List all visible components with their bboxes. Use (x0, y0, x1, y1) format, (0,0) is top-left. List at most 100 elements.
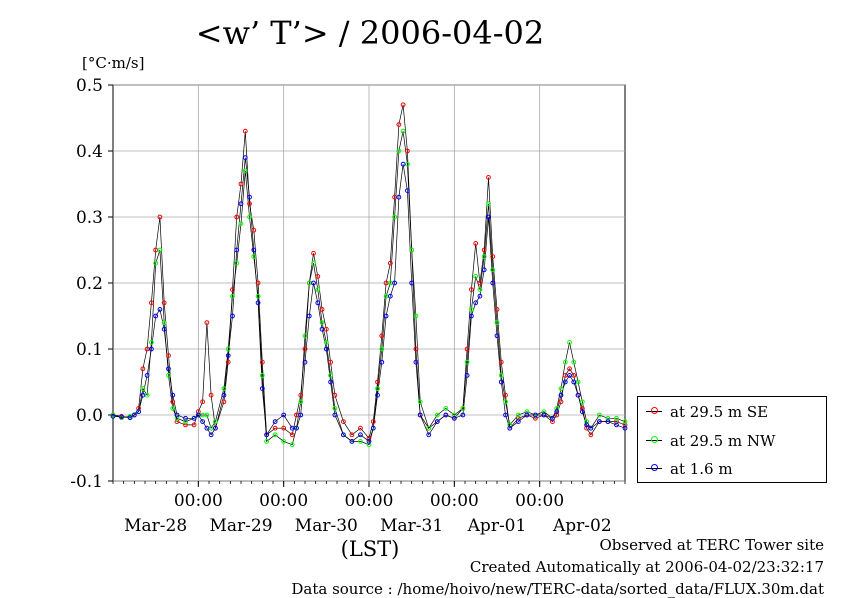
x-tick-time-label: 00:00 (174, 491, 223, 511)
data-point-1 (315, 287, 321, 293)
data-point-1 (579, 399, 585, 405)
footer-created: Created Automatically at 2006-04-02/23:3… (469, 558, 824, 576)
data-point-1 (251, 254, 257, 260)
data-point-2 (140, 392, 146, 398)
data-point-2 (409, 280, 415, 286)
data-point-1 (571, 359, 577, 365)
data-point-1 (486, 201, 491, 207)
data-point-1 (153, 260, 159, 266)
data-point-2 (200, 419, 206, 425)
y-tick-label: 0.3 (76, 208, 103, 228)
data-point-2 (366, 439, 372, 444)
y-tick-label: 0.4 (76, 142, 103, 162)
data-point-2 (550, 415, 555, 421)
data-point-2 (306, 313, 312, 319)
data-point-0 (387, 260, 393, 266)
data-point-1 (481, 254, 487, 260)
data-point-0 (149, 300, 154, 306)
data-point-2 (144, 373, 150, 378)
data-point-1 (498, 373, 504, 378)
data-point-2 (614, 422, 619, 428)
x-tick-time-label: 00:00 (515, 491, 564, 511)
data-point-0 (289, 432, 295, 438)
data-point-2 (208, 432, 214, 438)
data-point-2 (183, 415, 188, 421)
x-tick-time-label: 00:00 (430, 491, 479, 511)
data-point-1 (225, 346, 231, 352)
y-tick-label: 0.5 (76, 76, 103, 96)
data-point-1 (174, 415, 180, 421)
data-point-2 (136, 409, 142, 415)
data-point-0 (413, 346, 419, 352)
data-point-1 (170, 406, 176, 411)
data-point-2 (157, 307, 163, 312)
data-point-2 (413, 359, 419, 365)
data-point-0 (490, 254, 496, 260)
data-point-1 (247, 214, 252, 220)
data-point-2 (387, 293, 393, 299)
data-point-1 (434, 412, 440, 418)
data-point-0 (558, 399, 564, 405)
data-point-0 (302, 346, 308, 352)
data-point-0 (375, 379, 380, 385)
data-point-2 (405, 188, 410, 194)
data-point-1 (409, 247, 415, 253)
data-point-2 (375, 392, 380, 398)
data-point-0 (533, 415, 538, 421)
legend-label-se: at 29.5 m SE (670, 403, 769, 421)
data-point-2 (383, 313, 389, 319)
legend-item-se: at 29.5 m SE (638, 401, 826, 423)
data-point-2 (242, 155, 248, 161)
data-point-2 (571, 379, 577, 385)
data-point-2 (562, 379, 568, 385)
data-point-2 (302, 359, 308, 365)
data-point-1 (149, 340, 154, 345)
data-point-0 (494, 307, 500, 312)
data-point-2 (127, 415, 133, 421)
data-point-2 (221, 392, 227, 398)
data-point-1 (289, 442, 295, 448)
data-point-0 (405, 148, 410, 154)
data-point-0 (311, 250, 316, 256)
data-point-1 (311, 260, 316, 266)
data-point-2 (341, 432, 346, 438)
legend-marker-se (651, 407, 658, 414)
data-point-2 (400, 161, 406, 167)
data-point-1 (242, 168, 248, 174)
data-point-1 (375, 386, 380, 392)
data-point-0 (225, 359, 231, 365)
data-point-0 (166, 353, 171, 359)
data-point-2 (272, 419, 278, 425)
data-point-2 (567, 373, 572, 378)
legend-marker-nw (651, 436, 658, 443)
data-point-2 (370, 425, 376, 431)
data-point-1 (567, 340, 572, 345)
data-point-1 (281, 439, 287, 444)
y-tick-label: -0.1 (70, 472, 103, 492)
data-point-1 (451, 412, 457, 418)
data-point-1 (140, 386, 146, 392)
data-point-1 (614, 415, 619, 421)
data-point-0 (298, 392, 304, 398)
data-point-1 (477, 287, 483, 293)
data-point-0 (332, 392, 338, 398)
data-point-0 (464, 346, 470, 352)
data-point-0 (204, 320, 210, 326)
data-point-2 (311, 280, 316, 286)
data-point-0 (200, 399, 206, 405)
data-point-0 (242, 128, 248, 134)
data-point-2 (417, 412, 423, 418)
data-point-0 (588, 432, 594, 438)
y-axis-unit: [°C·m/s] (82, 54, 145, 72)
x-tick-time-label: 00:00 (259, 491, 308, 511)
data-point-0 (281, 425, 287, 431)
data-point-1 (157, 247, 163, 253)
data-point-0 (370, 419, 376, 425)
data-point-1 (413, 313, 419, 319)
data-point-1 (469, 307, 474, 312)
data-point-1 (396, 148, 402, 154)
data-point-2 (166, 366, 171, 372)
data-point-2 (443, 412, 449, 418)
data-point-1 (161, 320, 167, 326)
